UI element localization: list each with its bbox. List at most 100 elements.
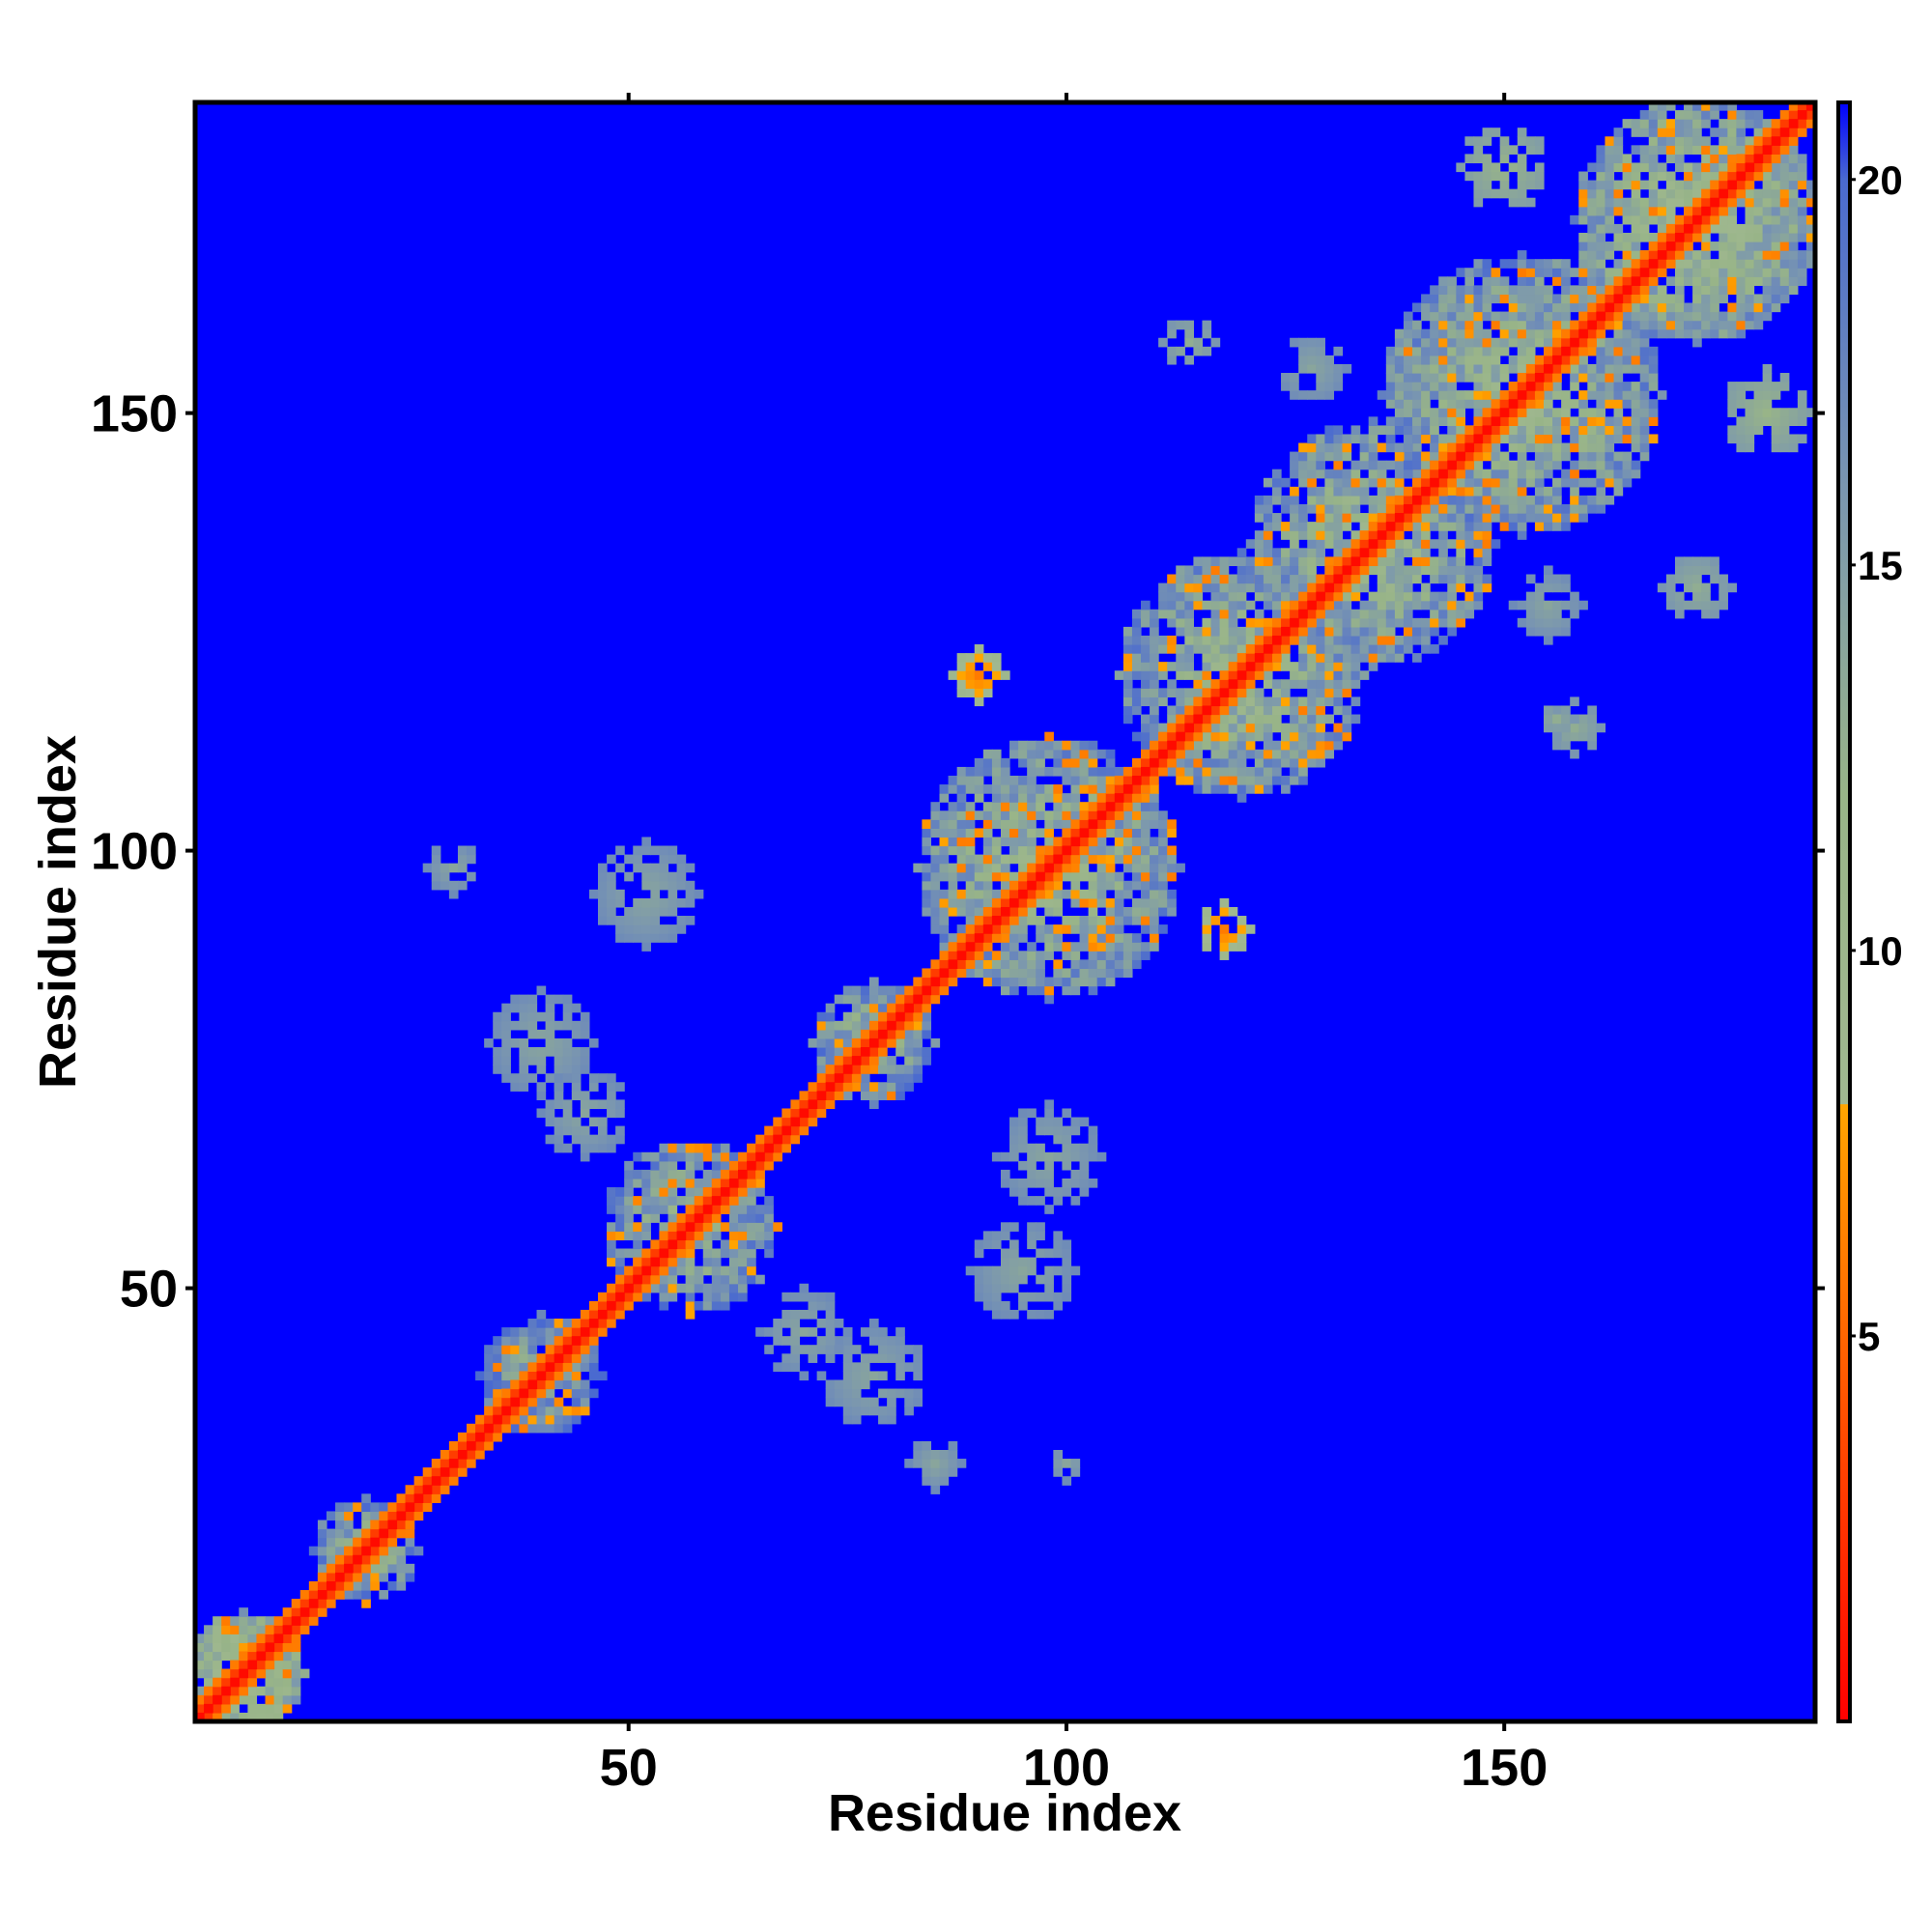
- heatmap-cell: [965, 863, 976, 873]
- heatmap-cell: [922, 845, 932, 856]
- heatmap-cell: [764, 1248, 774, 1259]
- heatmap-cell: [1473, 451, 1484, 462]
- heatmap-cell: [1561, 355, 1571, 365]
- heatmap-cell: [1316, 600, 1325, 611]
- heatmap-cell: [1263, 731, 1273, 742]
- heatmap-cell: [1648, 171, 1659, 182]
- heatmap-cell: [1324, 609, 1335, 619]
- heatmap-cell: [501, 1406, 511, 1416]
- heatmap-cell: [1307, 617, 1317, 628]
- heatmap-cell: [1525, 469, 1536, 479]
- heatmap-cell: [1228, 784, 1238, 794]
- heatmap-cell: [1753, 242, 1764, 251]
- heatmap-cell: [878, 1345, 888, 1354]
- heatmap-cell: [904, 1345, 914, 1354]
- heatmap-cell: [1018, 897, 1028, 908]
- heatmap-cell: [607, 1205, 616, 1214]
- heatmap-cell: [1613, 486, 1624, 497]
- heatmap-cell: [1193, 337, 1204, 348]
- heatmap-cell: [939, 845, 950, 856]
- heatmap-cell: [1096, 871, 1107, 882]
- heatmap-cell: [764, 1134, 774, 1145]
- heatmap-cell: [702, 1213, 713, 1223]
- heatmap-cell: [773, 1319, 782, 1328]
- heatmap-cell: [1482, 285, 1492, 296]
- heatmap-cell: [597, 1117, 608, 1127]
- heatmap-cell: [1333, 582, 1344, 593]
- heatmap-cell: [1605, 477, 1615, 488]
- heatmap-cell: [1000, 810, 1010, 820]
- heatmap-cell: [1719, 232, 1728, 242]
- heatmap-cell: [1324, 600, 1335, 611]
- heatmap-cell: [1491, 451, 1501, 462]
- heatmap-cell: [781, 1309, 792, 1320]
- heatmap-cell: [922, 1029, 932, 1039]
- heatmap-cell: [1517, 434, 1527, 444]
- heatmap-cell: [676, 1178, 687, 1188]
- heatmap-cell: [1385, 513, 1396, 523]
- heatmap-cell: [1254, 757, 1264, 768]
- heatmap-cell: [1684, 162, 1693, 173]
- heatmap-cell: [991, 871, 1002, 882]
- heatmap-cell: [887, 1091, 896, 1100]
- heatmap-cell: [948, 1449, 958, 1460]
- heatmap-cell: [1596, 259, 1606, 269]
- heatmap-cell: [922, 1467, 932, 1477]
- heatmap-cell: [1333, 670, 1344, 680]
- heatmap-cell: [1753, 302, 1764, 313]
- heatmap-cell: [1727, 154, 1738, 164]
- heatmap-cell: [1219, 591, 1230, 602]
- heatmap-cell: [1245, 775, 1256, 785]
- heatmap-cell: [1613, 223, 1624, 234]
- heatmap-cell: [1202, 696, 1212, 707]
- heatmap-cell: [1482, 399, 1492, 409]
- heatmap-cell: [501, 1037, 511, 1048]
- heatmap-cell: [1027, 1196, 1037, 1206]
- heatmap-cell: [624, 1187, 634, 1197]
- heatmap-cell: [1456, 285, 1465, 296]
- heatmap-cell: [1665, 197, 1676, 208]
- heatmap-cell: [1762, 416, 1773, 426]
- heatmap-cell: [1447, 574, 1457, 584]
- heatmap-cell: [1385, 373, 1396, 383]
- heatmap-cell: [1596, 294, 1606, 304]
- heatmap-cell: [361, 1528, 371, 1539]
- heatmap-cell: [825, 1309, 836, 1320]
- heatmap-cell: [1281, 373, 1291, 383]
- heatmap-cell: [501, 1423, 511, 1434]
- heatmap-cell: [256, 1634, 267, 1644]
- heatmap-cell: [1692, 556, 1702, 567]
- heatmap-cell: [431, 845, 441, 856]
- heatmap-cell: [1263, 670, 1273, 680]
- heatmap-cell: [1176, 591, 1185, 602]
- heatmap-cell: [1018, 1134, 1028, 1145]
- heatmap-cell: [422, 1485, 433, 1494]
- heatmap-cell: [431, 1476, 441, 1486]
- heatmap-cell: [353, 1502, 362, 1513]
- heatmap-cell: [1009, 1265, 1019, 1276]
- heatmap-cell: [1342, 609, 1352, 619]
- heatmap-cell: [1430, 574, 1439, 584]
- heatmap-cell: [1281, 696, 1291, 707]
- heatmap-cell: [747, 1213, 756, 1223]
- heatmap-cell: [1009, 880, 1019, 891]
- heatmap-cell: [580, 1336, 590, 1346]
- heatmap-cell: [448, 889, 459, 899]
- heatmap-cell: [519, 1082, 529, 1092]
- heatmap-cell: [1342, 539, 1352, 549]
- heatmap-cell: [1491, 434, 1501, 444]
- heatmap-cell: [1438, 503, 1448, 514]
- heatmap-cell: [1122, 916, 1133, 925]
- heatmap-cell: [991, 784, 1002, 794]
- heatmap-cell: [265, 1642, 275, 1653]
- heatmap-cell: [519, 994, 529, 1005]
- heatmap-cell: [1639, 250, 1650, 260]
- heatmap-cell: [519, 1397, 529, 1407]
- heatmap-cell: [335, 1511, 345, 1521]
- heatmap-cell: [580, 1134, 590, 1145]
- heatmap-cell: [1342, 477, 1352, 488]
- heatmap-cell: [965, 854, 976, 865]
- heatmap-cell: [922, 1047, 932, 1057]
- heatmap-cell: [1316, 609, 1325, 619]
- heatmap-cell: [1018, 1125, 1028, 1136]
